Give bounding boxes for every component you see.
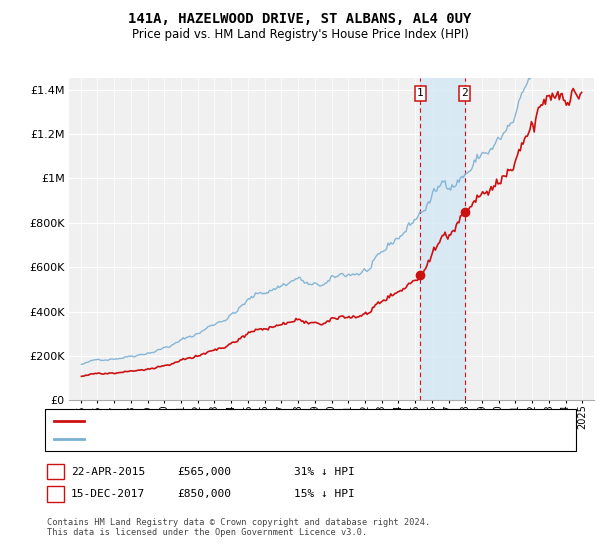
Text: 141A, HAZELWOOD DRIVE, ST ALBANS, AL4 0UY (detached house): 141A, HAZELWOOD DRIVE, ST ALBANS, AL4 0U… [89,416,451,426]
Text: HPI: Average price, detached house, St Albans: HPI: Average price, detached house, St A… [89,434,370,444]
Text: 2: 2 [52,489,59,499]
Text: 22-APR-2015: 22-APR-2015 [71,466,145,477]
Bar [420,78,464,400]
Text: 31% ↓ HPI: 31% ↓ HPI [294,466,355,477]
Text: 1: 1 [52,466,59,477]
Text: Price paid vs. HM Land Registry's House Price Index (HPI): Price paid vs. HM Land Registry's House … [131,28,469,41]
Text: 141A, HAZELWOOD DRIVE, ST ALBANS, AL4 0UY: 141A, HAZELWOOD DRIVE, ST ALBANS, AL4 0U… [128,12,472,26]
Text: £565,000: £565,000 [177,466,231,477]
Text: 15% ↓ HPI: 15% ↓ HPI [294,489,355,499]
Text: 15-DEC-2017: 15-DEC-2017 [71,489,145,499]
Text: £850,000: £850,000 [177,489,231,499]
Text: Contains HM Land Registry data © Crown copyright and database right 2024.
This d: Contains HM Land Registry data © Crown c… [47,518,430,538]
Text: 2: 2 [461,88,468,99]
Text: 1: 1 [417,88,424,99]
